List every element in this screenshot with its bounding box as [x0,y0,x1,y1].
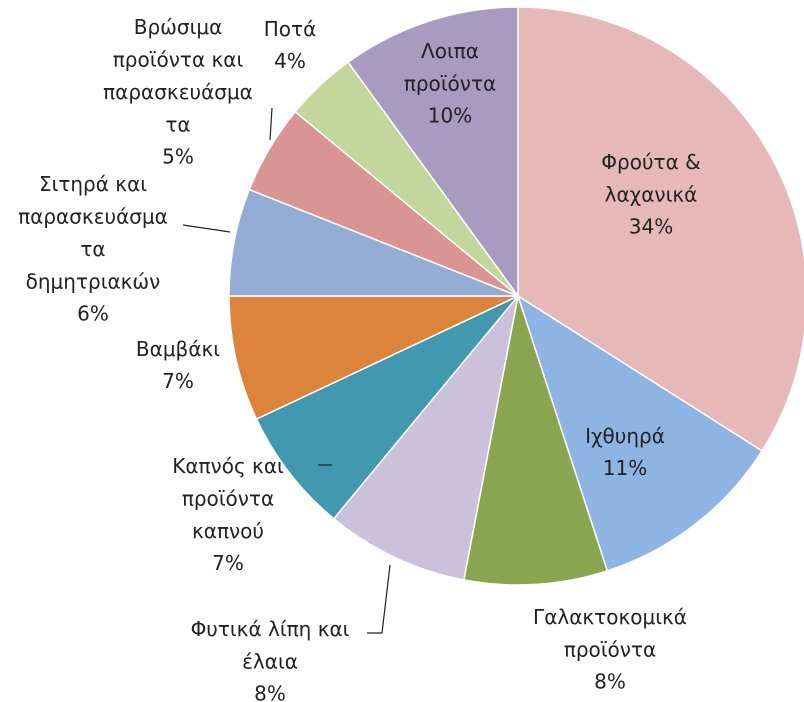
pie-slice [228,295,519,421]
value-label: 5% [162,145,194,169]
value-label: 6% [77,302,109,326]
value-label: 11% [603,456,647,480]
value-label: 4% [274,49,306,73]
value-label: 8% [254,682,286,702]
pie-slice [516,294,764,572]
value-label: 7% [162,369,194,393]
pie-slice [332,295,519,581]
slice-label: Ποτά [264,17,317,41]
pie-slice [517,6,804,452]
slices [228,6,804,586]
value-label: 7% [212,551,244,575]
slice-label: Καπνός και προϊόντα καπνού [172,454,284,543]
value-label: 34% [629,215,673,239]
value-label: 10% [428,104,472,128]
slice-label: Φρούτα & λαχανικά [601,150,700,207]
slice-label: Φυτικά λίπη και έλαια [191,617,350,674]
slice-label: Σιτηρά και παρασκευάσμα τα δημητριακών [18,172,168,294]
pie-slice [462,295,609,586]
leader-line [367,564,391,634]
slice-label: Βαμβάκι [136,337,220,361]
leader-line [182,224,231,233]
slice-label: Ιχθυηρά [585,424,665,448]
slice-label: Λοιπα προϊόντα [404,39,496,96]
pie-slice [347,6,519,299]
slice-label: Γαλακτοκομικά προϊόντα [533,605,687,662]
leader-line [269,107,273,141]
slice-label: Βρώσιμα προϊόντα και παρασκευάσμα τα [103,15,253,137]
pie-slice [255,295,519,520]
value-label: 8% [594,670,626,694]
